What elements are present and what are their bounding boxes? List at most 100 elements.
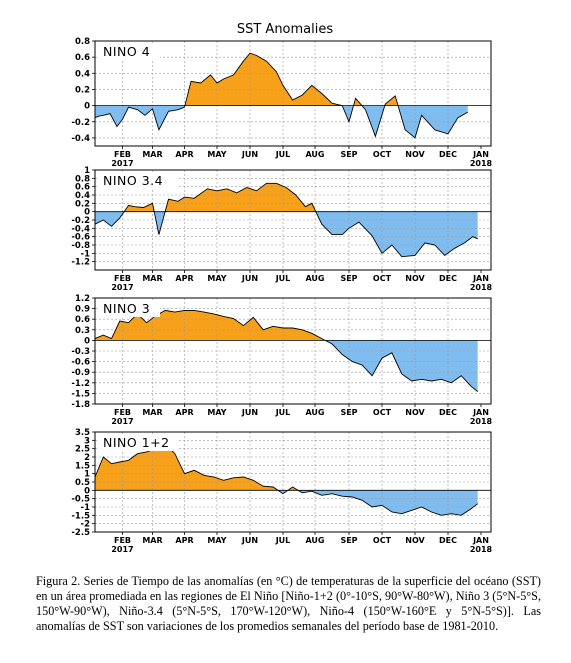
panel-1-ytick-label: 0.6 [75, 53, 90, 63]
panel-1-ytick-label: -0.2 [71, 118, 90, 128]
panel-1-ytick-label: -0.4 [71, 134, 90, 144]
panel-1-ytick-label: 0.8 [75, 37, 90, 47]
panel-1-title: NINO 4 [103, 44, 150, 59]
panel-3-month-label: SEP [340, 408, 357, 417]
panel-2-month-label: JUL [275, 274, 291, 283]
panel-4-ytick-label: -2 [81, 520, 91, 530]
panel-3-ytick-label: -1.8 [71, 400, 90, 410]
panel-2-month-label: JAN [472, 274, 489, 283]
panel-1: -0.4 -0.2 0 0.2 0.4 0.6 0.8 NINO 4 FEB MAR APR MAY J… [71, 37, 492, 168]
panel-3-ytick-label: -0.9 [71, 368, 90, 378]
panel-3-ytick-label: -0.3 [71, 347, 90, 357]
panel-2-month-label: DEC [439, 274, 457, 283]
panel-3-series-line [94, 309, 478, 392]
panel-4-ytick-label: -1.5 [71, 511, 90, 521]
panel-2-month-label: JUN [241, 274, 258, 283]
panel-4-ytick-label: 3.5 [75, 428, 90, 438]
panel-3-month-label: DEC [439, 408, 457, 417]
panel-1-month-label: MAY [207, 150, 226, 159]
panel-1-positive-area [95, 53, 468, 106]
panel-1-month-label: AUG [305, 150, 324, 159]
panel-2-ytick-label: -0.6 [71, 233, 90, 243]
panel-4-ytick-label: 1.5 [75, 461, 90, 471]
panel-3-year-start-label: 2017 [111, 417, 133, 426]
panel-3-month-label: APR [175, 408, 193, 417]
panel-2: -1.2-1-0.8-0.6-0.4-0.200.20.40.60.81 NINO… [71, 166, 492, 292]
panel-1-month-label: SEP [340, 150, 357, 159]
panel-2-series-line [94, 182, 478, 258]
panel-4-month-label: JUL [275, 536, 291, 545]
panel-4-month-label: SEP [340, 536, 357, 545]
panel-1-month-label: DEC [439, 150, 457, 159]
panel-1-ytick-label: 0.4 [75, 69, 90, 79]
panel-4-month-label: MAR [142, 536, 162, 545]
panel-2-ytick-label: -1 [81, 249, 91, 259]
panel-4-year-end-label: 2018 [470, 545, 493, 554]
panel-4-positive-area [95, 443, 478, 491]
panel-2-month-label: MAY [207, 274, 226, 283]
panel-3-month-label: MAY [207, 408, 226, 417]
panel-1-negative-area [95, 105, 468, 138]
panel-4-title-box [98, 435, 178, 451]
panel-3-month-label: JAN [472, 408, 489, 417]
panel-1-series-line [94, 52, 469, 139]
panel-1-month-label: NOV [405, 150, 425, 159]
panel-4-ytick-label: 1 [84, 470, 90, 480]
panel-1-year-end-label: 2018 [470, 159, 493, 168]
panel-2-ytick-label: -0.2 [71, 216, 90, 226]
panel-2-month-label: OCT [373, 274, 392, 283]
panel-2-ytick-label: -0.8 [71, 241, 90, 251]
panel-4-ytick-label: 0.5 [75, 478, 90, 488]
panel-3-title: NINO 3 [103, 301, 150, 316]
panel-4-ytick-label: -1 [81, 503, 91, 513]
panel-2-ytick-label: 0.8 [75, 174, 90, 184]
panel-2-ytick-label: -1.2 [71, 258, 90, 268]
panel-3-ytick-label: 0.6 [75, 315, 90, 325]
panel-1-frame [94, 40, 492, 147]
panel-3-month-label: OCT [373, 408, 392, 417]
panel-1-month-label: APR [175, 150, 193, 159]
panel-3-title-box [98, 301, 160, 317]
panel-4-ytick-label: -2.5 [71, 528, 90, 538]
panel-2-year-end-label: 2018 [470, 283, 493, 292]
panel-3-ytick-label: -1.5 [71, 389, 90, 399]
panel-3-positive-area [95, 310, 478, 341]
panel-1-month-label: MAR [142, 150, 162, 159]
panel-3-month-label: NOV [405, 408, 425, 417]
panel-2-ytick-label: 0.4 [75, 191, 90, 201]
panel-3-month-label: FEB [114, 408, 131, 417]
panel-1-title-box [98, 44, 160, 60]
panel-2-ytick-label: 0 [84, 208, 90, 218]
panel-4-ytick-label: 2.5 [75, 445, 90, 455]
panel-3-negative-area [95, 340, 478, 392]
panel-2-month-label: APR [175, 274, 193, 283]
panel-3-month-label: JUL [275, 408, 291, 417]
panel-4-month-label: APR [175, 536, 193, 545]
panel-1-year-start-label: 2017 [111, 159, 133, 168]
panel-3: -1.8-1.5-1.2-0.9-0.6-0.300.30.60.91.2 NIN… [71, 294, 492, 426]
panel-3-month-label: MAR [142, 408, 162, 417]
panel-4: -2.5-2-1.5-1-0.500.511.522.533.5 NINO 1+2… [71, 428, 492, 554]
panel-2-month-label: FEB [114, 274, 131, 283]
panel-2-positive-area [124, 183, 316, 212]
panel-3-ytick-label: 1.2 [75, 294, 90, 304]
panel-4-month-label: NOV [405, 536, 425, 545]
panel-2-ytick-label: -0.4 [71, 224, 90, 234]
panel-4-ytick-label: 2 [84, 453, 90, 463]
figure-caption: Figura 2. Series de Tiempo de las anomal… [36, 574, 541, 633]
panel-2-ytick-label: 0.6 [75, 183, 90, 193]
panel-4-month-label: OCT [373, 536, 392, 545]
panel-2-year-start-label: 2017 [111, 283, 133, 292]
panel-1-ytick-label: 0.2 [75, 85, 90, 95]
panel-2-ytick-label: 1 [84, 166, 90, 176]
panel-1-ytick-label: 0 [84, 102, 90, 112]
panel-4-month-label: AUG [305, 536, 324, 545]
panel-4-month-label: FEB [114, 536, 131, 545]
panel-1-month-label: JUN [241, 150, 258, 159]
panel-4-ytick-label: 3 [84, 436, 90, 446]
panel-4-ytick-label: -0.5 [71, 495, 90, 505]
panel-2-month-label: NOV [405, 274, 425, 283]
panel-1-month-label: JAN [472, 150, 489, 159]
panel-3-month-label: AUG [305, 408, 324, 417]
panel-4-ytick-label: 0 [84, 486, 90, 496]
